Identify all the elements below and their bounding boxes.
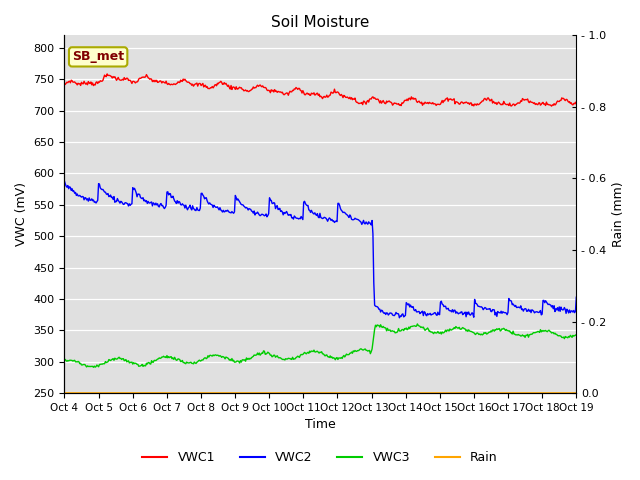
X-axis label: Time: Time	[305, 419, 336, 432]
Legend: VWC1, VWC2, VWC3, Rain: VWC1, VWC2, VWC3, Rain	[138, 446, 502, 469]
Y-axis label: Rain (mm): Rain (mm)	[612, 181, 625, 247]
Y-axis label: VWC (mV): VWC (mV)	[15, 182, 28, 246]
Title: Soil Moisture: Soil Moisture	[271, 15, 369, 30]
Text: SB_met: SB_met	[72, 50, 124, 63]
